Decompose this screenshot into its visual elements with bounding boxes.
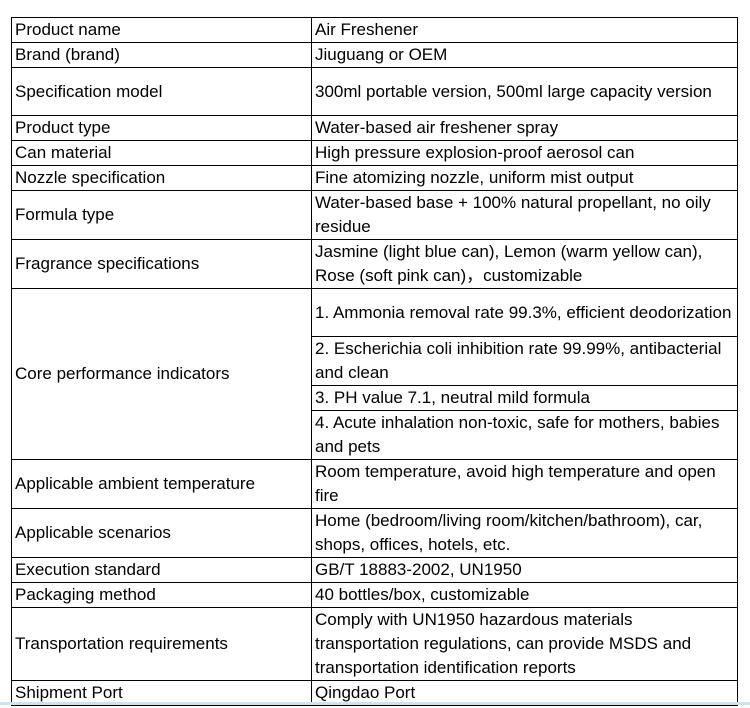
row-value: 300ml portable version, 500ml large capa…: [311, 67, 738, 116]
table-row-product-name: Product name Air Freshener: [11, 17, 738, 43]
table-row-formula-type: Formula type Water-based base + 100% nat…: [11, 190, 738, 240]
table-row-shipment-port: Shipment Port Qingdao Port: [11, 680, 738, 706]
specification-table: Product name Air Freshener Brand (brand)…: [11, 17, 738, 706]
table-row-transportation-requirements: Transportation requirements Comply with …: [11, 607, 738, 681]
row-value: GB/T 18883-2002, UN1950: [311, 557, 738, 583]
row-label: Formula type: [11, 190, 312, 240]
table-row-specification-model: Specification model 300ml portable versi…: [11, 67, 738, 116]
row-value: Jiuguang or OEM: [311, 42, 738, 68]
table-row-applicable-ambient-temperature: Applicable ambient temperature Room temp…: [11, 459, 738, 509]
row-label: Product type: [11, 115, 312, 141]
row-label: Core performance indicators: [11, 288, 312, 460]
row-value: 3. PH value 7.1, neutral mild formula: [311, 385, 738, 411]
row-value: 2. Escherichia coli inhibition rate 99.9…: [311, 336, 738, 386]
table-row-applicable-scenarios: Applicable scenarios Home (bedroom/livin…: [11, 508, 738, 558]
row-label: Nozzle specification: [11, 165, 312, 191]
row-value: Room temperature, avoid high temperature…: [311, 459, 738, 509]
row-label: Applicable ambient temperature: [11, 459, 312, 509]
row-label: Product name: [11, 17, 312, 43]
table-row-fragrance-specifications: Fragrance specifications Jasmine (light …: [11, 239, 738, 289]
table-row-brand: Brand (brand) Jiuguang or OEM: [11, 42, 738, 68]
row-label: Packaging method: [11, 582, 312, 608]
table-row-core-performance-indicator-3: 3. PH value 7.1, neutral mild formula: [12, 385, 738, 411]
row-value: Comply with UN1950 hazardous materials t…: [311, 607, 738, 681]
row-label: Brand (brand): [11, 42, 312, 68]
row-label: Can material: [11, 140, 312, 166]
row-value: Air Freshener: [311, 17, 738, 43]
row-value: Water-based base + 100% natural propella…: [311, 190, 738, 240]
table-row-packaging-method: Packaging method 40 bottles/box, customi…: [11, 582, 738, 608]
table-row-nozzle-specification: Nozzle specification Fine atomizing nozz…: [11, 165, 738, 191]
row-label: Transportation requirements: [11, 607, 312, 681]
row-label: Applicable scenarios: [11, 508, 312, 558]
row-value: 1. Ammonia removal rate 99.3%, efficient…: [311, 288, 738, 337]
table-row-core-performance-indicators: Core performance indicators 1. Ammonia r…: [11, 288, 738, 460]
table-row-can-material: Can material High pressure explosion-pro…: [11, 140, 738, 166]
row-value: Water-based air freshener spray: [311, 115, 738, 141]
table-row-product-type: Product type Water-based air freshener s…: [11, 115, 738, 141]
table-row-core-performance-indicator-2: 2. Escherichia coli inhibition rate 99.9…: [12, 336, 738, 386]
row-value: Home (bedroom/living room/kitchen/bathro…: [311, 508, 738, 558]
row-value: High pressure explosion-proof aerosol ca…: [311, 140, 738, 166]
row-value: 4. Acute inhalation non-toxic, safe for …: [311, 410, 738, 460]
row-value: Qingdao Port: [311, 680, 738, 706]
row-value: 40 bottles/box, customizable: [311, 582, 738, 608]
row-value: Fine atomizing nozzle, uniform mist outp…: [311, 165, 738, 191]
row-label: Execution standard: [11, 557, 312, 583]
row-value: Jasmine (light blue can), Lemon (warm ye…: [311, 239, 738, 289]
row-label: Shipment Port: [11, 680, 312, 706]
row-label: Specification model: [11, 67, 312, 116]
table-row-execution-standard: Execution standard GB/T 18883-2002, UN19…: [11, 557, 738, 583]
table-row-core-performance-indicator-4: 4. Acute inhalation non-toxic, safe for …: [12, 410, 738, 460]
bottom-divider: [0, 702, 750, 705]
row-label: Fragrance specifications: [11, 239, 312, 289]
